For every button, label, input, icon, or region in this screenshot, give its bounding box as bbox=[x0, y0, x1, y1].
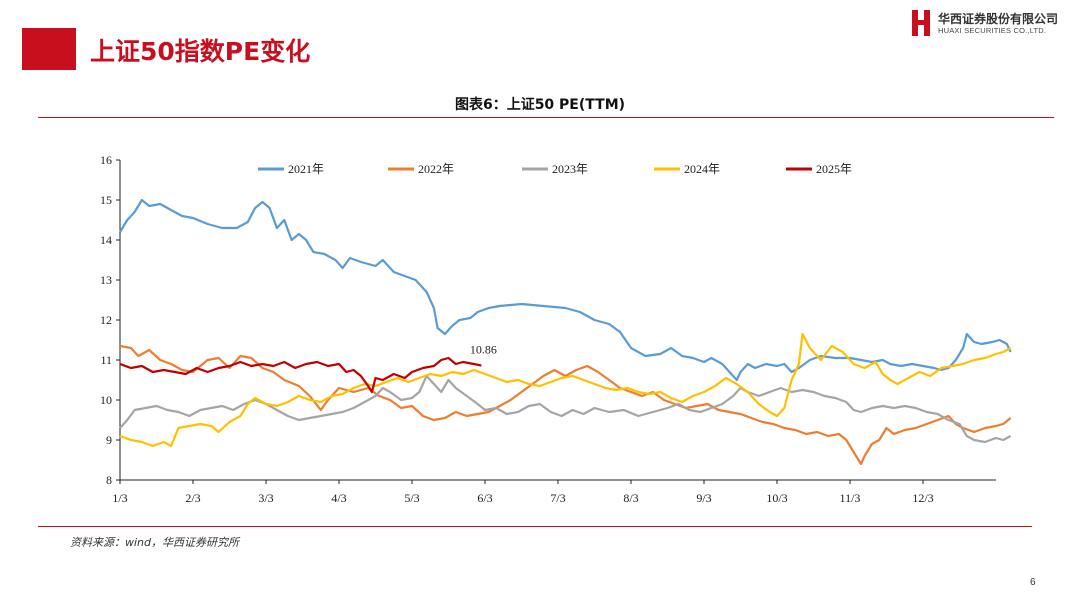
title-accent-block bbox=[22, 28, 76, 70]
y-tick-label: 16 bbox=[100, 153, 112, 167]
chart-axes: 8 9 10 11 12 13 14 15 16 1/3 2/3 3/3 4/3 5/3 6/3 7/3 8/3… bbox=[100, 153, 996, 505]
logo-company-name-en: HUAXI SECURITIES CO.,LTD. bbox=[938, 26, 1047, 35]
legend-label: 2023年 bbox=[552, 162, 588, 176]
series-line-2024年 bbox=[119, 332, 1012, 448]
legend-label: 2024年 bbox=[684, 162, 720, 176]
legend-label: 2025年 bbox=[816, 162, 852, 176]
y-tick-label: 15 bbox=[100, 193, 112, 207]
chart-bottom-rule bbox=[38, 526, 1032, 527]
chart-annotations: 10.86 bbox=[470, 343, 497, 357]
last-value-label: 10.86 bbox=[470, 343, 497, 357]
y-tick-label: 9 bbox=[106, 433, 112, 447]
legend-label: 2022年 bbox=[418, 162, 454, 176]
logo-company-name: 华西证券股份有限公司 bbox=[938, 12, 1059, 26]
chart-legend: 2021年 2022年 2023年 2024年 2025年 bbox=[258, 162, 852, 176]
series-line-2021年 bbox=[119, 198, 1012, 382]
chart-title: 图表6：上证50 PE(TTM) bbox=[454, 97, 626, 113]
company-logo: 华西证券股份有限公司 HUAXI SECURITIES CO.,LTD. bbox=[912, 10, 1072, 38]
x-tick-label: 9/3 bbox=[696, 491, 711, 505]
x-tick-label: 2/3 bbox=[185, 491, 200, 505]
x-tick-label: 12/3 bbox=[912, 491, 933, 505]
chart-top-rule bbox=[38, 117, 1054, 118]
series-line-2022年 bbox=[119, 344, 1012, 466]
y-tick-label: 11 bbox=[100, 353, 112, 367]
y-tick-label: 8 bbox=[106, 473, 112, 487]
page-title: 上证50指数PE变化 bbox=[90, 37, 311, 66]
x-tick-label: 10/3 bbox=[766, 491, 787, 505]
x-tick-label: 4/3 bbox=[331, 491, 346, 505]
chart-series-lines bbox=[119, 198, 1012, 466]
pe-line-chart: 8 9 10 11 12 13 14 15 16 1/3 2/3 3/3 4/3 5/3 6/3 7/3 8/3… bbox=[100, 153, 1012, 505]
series-line-2025年 bbox=[119, 356, 482, 394]
y-tick-label: 10 bbox=[100, 393, 112, 407]
legend-label: 2021年 bbox=[288, 162, 324, 176]
x-tick-label: 11/3 bbox=[840, 491, 861, 505]
x-tick-label: 3/3 bbox=[258, 491, 273, 505]
source-note: 资料来源：wind，华西证券研究所 bbox=[70, 536, 240, 549]
x-tick-label: 8/3 bbox=[623, 491, 638, 505]
x-tick-label: 6/3 bbox=[477, 491, 492, 505]
logo-mark-icon bbox=[912, 10, 932, 36]
series-line-2023年 bbox=[119, 374, 1012, 444]
x-tick-label: 5/3 bbox=[404, 491, 419, 505]
y-tick-label: 12 bbox=[100, 313, 112, 327]
y-tick-label: 13 bbox=[100, 273, 112, 287]
x-tick-label: 7/3 bbox=[550, 491, 565, 505]
page-number: 6 bbox=[1030, 577, 1036, 588]
x-tick-label: 1/3 bbox=[112, 491, 127, 505]
y-tick-label: 14 bbox=[100, 233, 112, 247]
